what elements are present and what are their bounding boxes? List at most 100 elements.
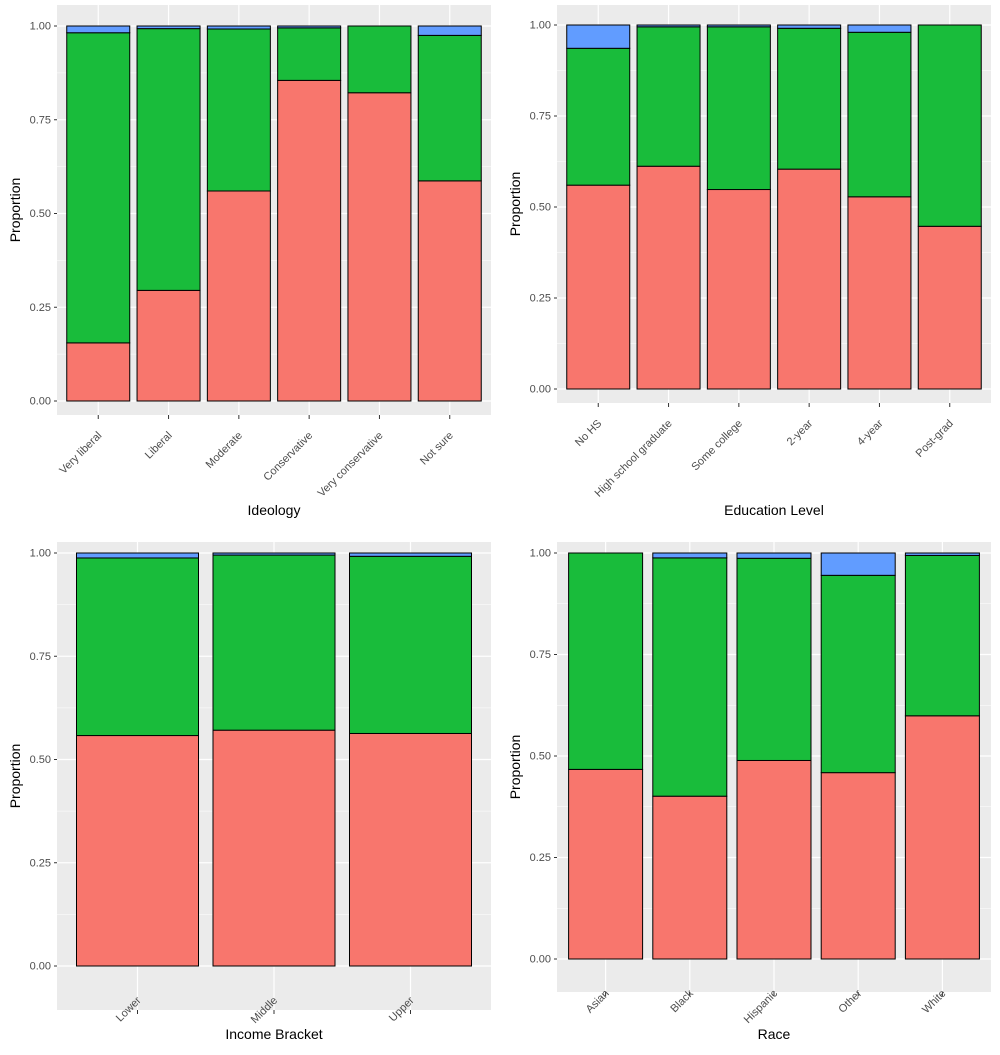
- y-tick-label: 0.00: [530, 954, 551, 966]
- bar-segment-top: [76, 552, 199, 559]
- bar-segment-top: [136, 25, 201, 30]
- bar-segment-bottom: [347, 92, 412, 402]
- x-tick-label: 2-year: [785, 417, 816, 448]
- y-tick-label: 0.00: [530, 384, 551, 396]
- bar-segment-middle: [904, 554, 980, 717]
- y-tick-label: 1.00: [530, 20, 551, 32]
- y-axis-title: Proportion: [507, 172, 523, 237]
- bar-segment-top: [652, 552, 728, 559]
- y-tick-label: 0.00: [30, 961, 51, 973]
- x-tick-label: No HS: [573, 418, 604, 449]
- bar-segment-top: [820, 552, 896, 576]
- bar-segment-middle: [212, 554, 336, 731]
- bar-segment-bottom: [206, 190, 271, 402]
- x-tick-label: Some college: [689, 418, 745, 474]
- bar-segment-top: [349, 552, 472, 557]
- bar-segment-bottom: [417, 180, 482, 402]
- x-axis-title: Race: [758, 1026, 791, 1042]
- bar-segment-top: [847, 24, 912, 33]
- y-tick-label: 0.75: [30, 651, 51, 663]
- bar-segment-bottom: [566, 184, 631, 390]
- y-tick-label: 0.50: [30, 754, 51, 766]
- x-tick-label: Very conservative: [316, 430, 386, 500]
- bar-segment-top: [904, 552, 980, 556]
- x-tick-label: Not sure: [418, 430, 456, 468]
- x-tick-label: High school graduate: [593, 418, 675, 500]
- x-tick-label: Hispanic: [742, 987, 781, 1026]
- bar-segment-top: [212, 552, 336, 556]
- bar-segment-middle: [136, 28, 201, 291]
- bar-segment-middle: [777, 27, 842, 170]
- y-tick-label: 0.75: [530, 649, 551, 661]
- y-tick-label: 1.00: [30, 548, 51, 560]
- bar-segment-middle: [349, 555, 472, 734]
- bar-segment-bottom: [847, 196, 912, 390]
- bar-segment-bottom: [736, 759, 812, 960]
- bar-segment-middle: [652, 557, 728, 797]
- bar-segment-middle: [736, 557, 812, 761]
- y-tick-label: 0.25: [30, 857, 51, 869]
- x-axis-title: Income Bracket: [225, 1026, 322, 1042]
- x-tick-label: Conservative: [261, 430, 315, 484]
- race-chart: 0.00 0.25 0.50 0.75 1.00 Asian Black Hispanic Ot…: [500, 525, 1000, 1050]
- y-tick-label: 0.50: [30, 208, 51, 220]
- x-tick-label: Liberal: [143, 430, 175, 462]
- y-axis-title: Proportion: [507, 735, 523, 800]
- bar-segment-top: [417, 25, 482, 36]
- education-chart: 0.00 0.25 0.50 0.75 1.00 No HS High school gra…: [500, 0, 1000, 525]
- bar-segment-top: [736, 552, 812, 559]
- y-axis-title: Proportion: [7, 744, 23, 809]
- y-tick-label: 0.25: [530, 293, 551, 305]
- y-tick-label: 0.50: [530, 202, 551, 214]
- bar-segment-middle: [820, 574, 896, 774]
- bar-segment-bottom: [568, 768, 644, 960]
- bar-segment-middle: [636, 26, 701, 167]
- bar-segment-middle: [206, 28, 271, 192]
- bar-segment-bottom: [636, 165, 701, 390]
- x-tick-label: Very liberal: [57, 430, 104, 477]
- bar-segment-bottom: [917, 225, 982, 390]
- bar-segment-top: [277, 25, 342, 29]
- y-axis-title: Proportion: [7, 178, 23, 243]
- y-tick-label: 0.25: [530, 852, 551, 864]
- bar-segment-bottom: [349, 732, 472, 967]
- bar-segment-top: [206, 25, 271, 30]
- ideology-chart: 0.00 0.25 0.50 0.75 1.00 Very liberal Liberal M…: [0, 0, 500, 525]
- bar-segment-top: [777, 24, 842, 29]
- bar-segment-bottom: [277, 79, 342, 402]
- bar-segment-top: [636, 24, 701, 28]
- bar-segment-top: [66, 25, 131, 34]
- x-tick-label: Moderate: [204, 430, 245, 471]
- y-tick-label: 0.00: [30, 396, 51, 408]
- bar-segment-bottom: [777, 168, 842, 390]
- x-tick-label: Post-grad: [914, 418, 956, 460]
- bar-segment-middle: [66, 32, 131, 344]
- bar-segment-middle: [917, 24, 982, 227]
- bar-segment-bottom: [76, 735, 199, 967]
- bar-segment-top: [566, 24, 631, 49]
- y-tick-label: 0.50: [530, 751, 551, 763]
- y-tick-label: 0.75: [530, 111, 551, 123]
- bar-segment-bottom: [212, 729, 336, 967]
- bar-segment-bottom: [136, 289, 201, 402]
- bar-segment-bottom: [706, 189, 771, 390]
- y-tick-label: 1.00: [530, 548, 551, 560]
- bar-segment-middle: [847, 31, 912, 198]
- bar-segment-middle: [566, 47, 631, 186]
- bar-segment-middle: [277, 27, 342, 81]
- bar-segment-bottom: [820, 772, 896, 960]
- bar-segment-bottom: [652, 795, 728, 960]
- bar-segment-middle: [706, 26, 771, 191]
- x-tick-label: 4-year: [855, 417, 886, 448]
- bar-segment-middle: [417, 34, 482, 182]
- bar-segment-bottom: [66, 342, 131, 402]
- y-tick-label: 0.25: [30, 302, 51, 314]
- x-axis-title: Education Level: [724, 502, 824, 518]
- bar-segment-bottom: [904, 715, 980, 960]
- y-tick-label: 0.75: [30, 114, 51, 126]
- x-axis-title: Ideology: [248, 502, 301, 518]
- bar-segment-top: [706, 24, 771, 28]
